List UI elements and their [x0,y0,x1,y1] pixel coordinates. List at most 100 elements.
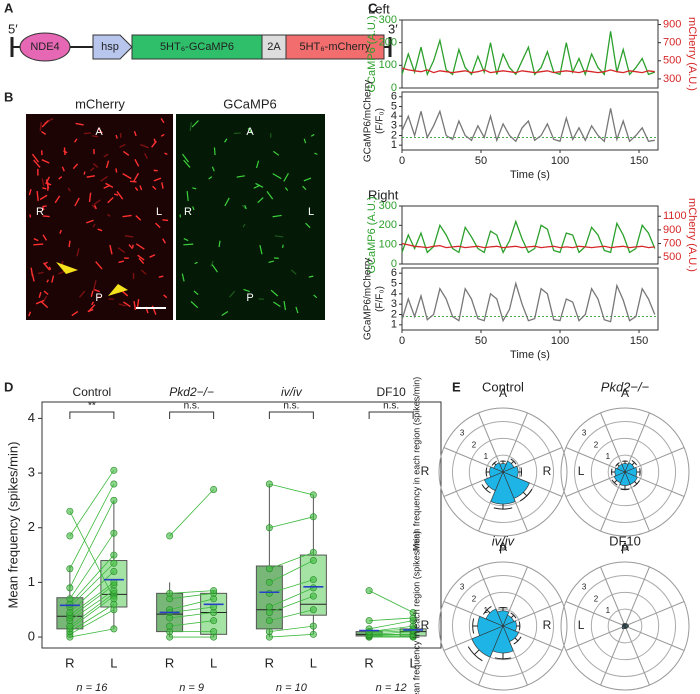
y2-tick-label: 500 [663,55,681,67]
point [110,595,118,603]
point [265,578,273,586]
y-tick-label: 2 [28,519,35,534]
r-tick-label: 3 [582,582,587,591]
cilium [46,279,50,283]
cilium [133,300,137,311]
cilium [273,150,280,156]
pair-line [269,560,314,583]
x-tick-label: R [265,655,274,670]
cilium [119,143,126,148]
point [210,628,218,636]
pair-line [269,551,314,570]
significance-bracket [368,411,414,419]
error-bar [624,622,626,625]
y2-tick-label: 900 [663,18,681,30]
plot-frame [401,267,659,331]
cilium [76,248,80,257]
pair-line [69,603,115,632]
cilium [134,187,139,191]
pair-line [169,612,214,619]
pair-line [269,483,314,496]
cilium [243,288,250,293]
point [265,603,273,611]
nde4 [19,32,71,62]
outer-ring [438,407,568,537]
direction-label: R [543,464,552,478]
cilium [274,235,284,238]
chart-title: Pkd2−/− [601,379,650,394]
dir-label: R [36,206,44,218]
cilium [134,159,140,167]
pair-line [169,620,214,627]
construct: 5′ 3′ NDE4 hsp 5HT₆-GCaMP6 2A 5HT₆-mCher… [8,21,398,62]
point [166,532,174,540]
y2-tick-label: 500 [663,251,681,263]
pair-line [269,587,314,608]
cilium [310,133,315,137]
significance-bracket [69,411,115,419]
cilium [37,271,44,275]
cilium [40,300,49,309]
sector [483,471,504,492]
y-axis-label: Mean frequency (spikes/min) [5,442,20,609]
significance: n.s. [283,401,299,412]
y-tick-label: 3 [28,465,35,480]
pair-line [269,579,314,594]
spoke [600,566,626,627]
plot-frame [401,205,659,265]
significance-bracket [169,411,215,419]
point [265,628,273,636]
point [309,606,317,614]
grid-ring [468,591,538,661]
channel-title: mCherry [75,96,125,111]
spoke [565,601,626,627]
point [66,565,74,573]
y-axis-label: GCaMP6/mCherry [363,258,374,340]
cilium [153,177,162,182]
point [110,551,118,559]
cilium [255,160,260,169]
cilium [54,195,61,204]
dir-label: A [246,126,254,138]
cilium [233,132,241,135]
sector [471,625,504,658]
cilium [88,192,92,203]
point [166,589,174,597]
cilium [163,294,168,299]
pair-line [169,592,214,600]
channel-title: GCaMP6 [223,96,276,111]
y-axis-label: Mean frequency in each region (spikes/mi… [411,531,421,694]
dir-label: R [184,206,192,218]
x-tick-label: 50 [475,335,487,347]
y2-tick-label: 900 [663,224,681,236]
error-bar [621,625,624,627]
mcherry-image [26,114,173,320]
y-tick-label: 0 [391,82,397,94]
y-tick-label: 100 [379,59,397,71]
cilium [273,301,281,308]
y-tick-label: 300 [379,200,397,212]
direction-label: P [621,542,629,556]
cilium [189,122,192,131]
cilium [218,240,221,248]
error-bar [626,627,628,629]
cilium [68,240,71,248]
r-tick-label: 2 [594,594,599,603]
cilium [33,243,44,246]
spoke [624,412,650,473]
grid-ring [451,420,555,524]
cilium [93,280,97,290]
cilium [95,261,103,270]
significance: n.s. [383,401,399,412]
r-tick-label: 2 [594,440,599,449]
chart-title: iv/iv [492,533,516,548]
grid-ring [573,574,677,678]
gcamp [131,34,263,60]
sector [614,467,626,477]
y2-tick-label: 700 [663,37,681,49]
point [365,617,373,625]
y-tick-label: 1 [28,574,35,589]
pair-line [69,554,115,605]
error-bar [513,636,522,645]
cilium [162,238,166,244]
